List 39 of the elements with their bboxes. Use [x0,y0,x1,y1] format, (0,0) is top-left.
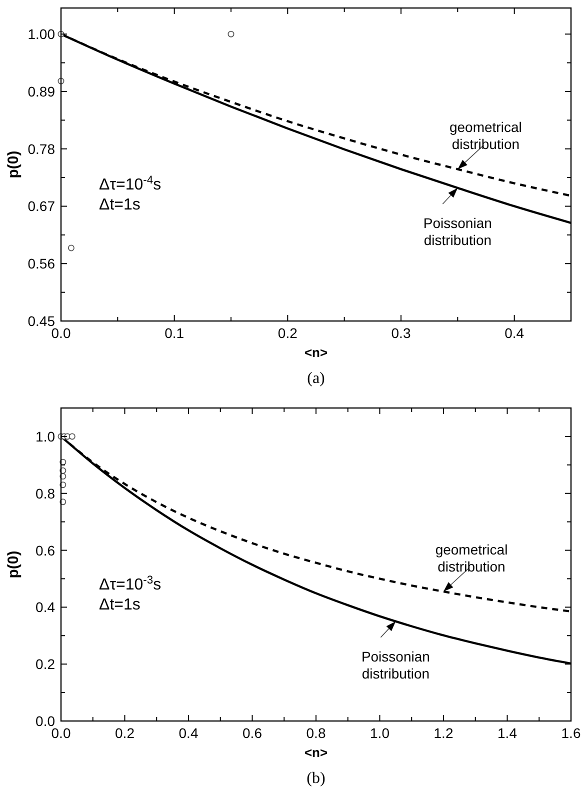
x-tick-label: 0.4 [504,325,524,341]
x-tick-label: 1.0 [370,725,390,741]
x-tick-label: 0.4 [178,725,198,741]
annotation: geometrical distribution [435,542,508,575]
y-tick-label: 0.56 [28,256,56,272]
x-tick-label: 0.2 [115,725,135,741]
annotation: Poissonian distribution [423,214,492,248]
x-tick-label: 1.6 [561,725,581,741]
y-tick-label: 1.0 [36,428,56,444]
annotation: Δt=1s [99,196,140,214]
annotation: Poissonian distribution [361,648,430,682]
annotation: geometrical distribution [449,119,522,152]
point [68,433,76,440]
annotation: Δτ=10$^{-3}$s [99,574,162,594]
y-axis-title: p(0) [5,550,22,578]
x-tick-label: 1.2 [434,725,454,741]
x-tick-label: 0.1 [164,325,184,341]
y-tick-label: 0.4 [36,599,56,616]
x-tick-label: 1.4 [498,725,518,741]
y-tick-label: 1.00 [28,26,56,42]
annotation: Δt=1s [99,596,140,614]
point [68,244,74,252]
x-tick-label: 0.3 [391,325,411,341]
x-tick-label: 0.8 [306,725,326,741]
y-tick-label: 0.2 [36,656,56,672]
text: (a) [307,370,325,387]
y-tick-label: 0.67 [28,198,56,214]
y-tick-label: 0.78 [28,140,56,157]
x-axis-title: <n> [304,745,328,760]
point [228,30,234,38]
y-axis-title: p(0) [5,150,22,178]
y-tick-label: 0.89 [28,83,56,100]
x-tick-label: 0.6 [242,725,262,741]
x-tick-label: 0.2 [278,325,298,341]
x-axis-title: <n> [304,345,328,360]
text: (b) [306,770,326,787]
y-tick-label: 0.6 [36,542,56,558]
y-tick-label: 0.8 [36,485,56,502]
annotation: Δτ=10$^{-4}$s [99,174,162,194]
